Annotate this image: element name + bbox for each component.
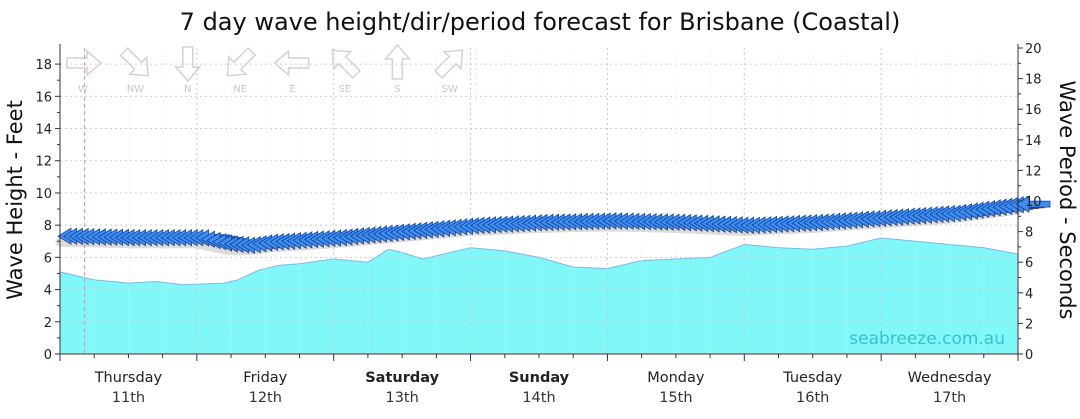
left-axis-title: Wave Height - Feet — [3, 100, 27, 300]
date-label-saturday: 13th — [385, 390, 418, 406]
compass-label-sw: SW — [442, 84, 458, 95]
right-tick-label: 20 — [1025, 42, 1042, 57]
date-label-friday: 12th — [249, 390, 282, 406]
right-tick-label: 4 — [1025, 287, 1033, 302]
left-tick-label: 10 — [35, 187, 52, 202]
right-axis-title: Wave Period - Seconds — [1055, 81, 1079, 320]
date-label-sunday: 14th — [522, 390, 555, 406]
day-label-tuesday: Tuesday — [782, 370, 842, 386]
right-tick-label: 0 — [1025, 348, 1033, 363]
date-label-monday: 15th — [659, 390, 692, 406]
left-tick-label: 18 — [35, 58, 52, 73]
compass-label-ne: NE — [233, 84, 247, 95]
day-label-thursday: Thursday — [94, 370, 163, 386]
day-label-monday: Monday — [647, 370, 705, 386]
compass-arrow-icon — [174, 46, 202, 83]
arrow-left-icon — [1015, 195, 1051, 213]
compass-arrow-se — [331, 49, 361, 79]
compass-label-s: S — [394, 84, 400, 95]
compass-arrow-icon — [226, 47, 257, 77]
right-tick-label: 10 — [1025, 195, 1042, 210]
left-tick-label: 14 — [35, 123, 52, 138]
chart-title: 7 day wave height/dir/period forecast fo… — [180, 8, 901, 36]
compass-arrow-icon — [383, 43, 412, 80]
compass-arrow-icon — [273, 49, 310, 77]
left-tick-label: 0 — [44, 348, 52, 363]
compass-label-n: N — [184, 84, 191, 95]
left-tick-label: 6 — [44, 251, 52, 266]
wave-period-arrow — [1015, 195, 1051, 213]
compass-arrow-n — [174, 46, 202, 83]
date-label-wednesday: 17th — [933, 390, 966, 406]
right-tick-label: 8 — [1025, 226, 1033, 241]
compass-arrow-icon — [66, 49, 103, 77]
compass-label-nw: NW — [127, 84, 144, 95]
day-label-friday: Friday — [243, 370, 287, 386]
left-tick-label: 12 — [35, 155, 52, 170]
compass-arrow-icon — [433, 49, 464, 79]
compass-arrow-icon — [119, 47, 149, 77]
left-tick-label: 4 — [44, 284, 52, 299]
watermark: seabreeze.com.au — [849, 329, 1005, 349]
compass-label-se: SE — [339, 84, 352, 95]
compass-label-w: W — [78, 84, 88, 95]
compass-arrow-ne — [226, 47, 257, 77]
right-tick-label: 14 — [1025, 134, 1042, 149]
compass-arrow-e — [273, 49, 310, 77]
day-label-wednesday: Wednesday — [908, 370, 992, 386]
compass-arrow-sw — [433, 49, 464, 79]
left-tick-label: 8 — [44, 219, 52, 234]
compass-label-e: E — [289, 84, 295, 95]
right-tick-label: 6 — [1025, 256, 1033, 271]
compass-arrow-w — [66, 49, 103, 77]
date-label-tuesday: 16th — [796, 390, 829, 406]
day-label-sunday: Sunday — [509, 370, 570, 386]
day-label-saturday: Saturday — [365, 370, 439, 386]
date-label-thursday: 11th — [112, 390, 145, 406]
right-tick-label: 12 — [1025, 164, 1042, 179]
right-tick-label: 18 — [1025, 73, 1042, 88]
compass-arrow-icon — [331, 49, 361, 79]
right-tick-label: 2 — [1025, 317, 1033, 332]
left-tick-label: 16 — [35, 90, 52, 105]
compass-arrow-s — [383, 43, 412, 80]
right-tick-label: 16 — [1025, 103, 1042, 118]
compass-arrow-nw — [119, 47, 149, 77]
left-tick-label: 2 — [44, 316, 52, 331]
